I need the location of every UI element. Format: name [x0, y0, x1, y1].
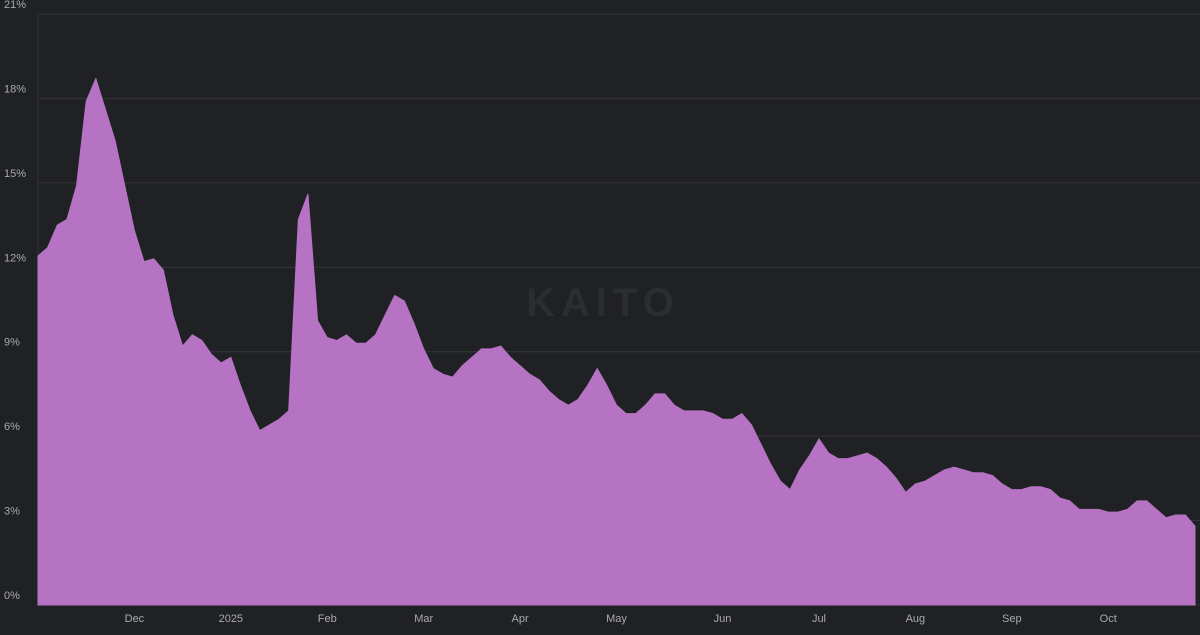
y-tick-label: 9% [4, 337, 20, 349]
x-tick-label: Oct [1100, 613, 1117, 625]
area [37, 77, 1196, 606]
y-tick-label: 6% [4, 421, 20, 433]
x-tick-label: Sep [1002, 613, 1022, 625]
y-tick-label: 0% [4, 590, 20, 602]
y-tick-label: 15% [4, 168, 26, 180]
y-tick-label: 3% [4, 506, 20, 518]
watermark: KAITO [526, 281, 680, 325]
x-tick-label: Apr [512, 613, 529, 625]
y-tick-label: 18% [4, 83, 26, 95]
x-tick-label: Dec [125, 613, 145, 625]
x-tick-label: May [606, 613, 627, 625]
x-tick-label: Jun [714, 613, 732, 625]
x-tick-label: Mar [414, 613, 433, 625]
x-tick-label: Feb [318, 613, 337, 625]
y-tick-label: 12% [4, 252, 26, 264]
x-tick-label: Jul [812, 613, 826, 625]
y-tick-label: 21% [4, 0, 26, 11]
x-tick-label: Aug [906, 613, 926, 625]
x-tick-label: 2025 [219, 613, 243, 625]
